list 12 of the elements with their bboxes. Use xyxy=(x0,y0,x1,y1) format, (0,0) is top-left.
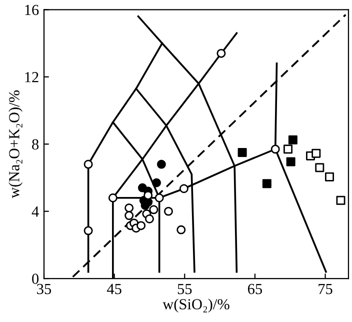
y-tick-label: 8 xyxy=(32,139,39,150)
y-axis-title: w(Na₂O+K₂O)/% xyxy=(8,90,22,198)
y-tick-label: 4 xyxy=(32,206,39,217)
y-tick-label: 16 xyxy=(25,4,39,16)
x-tick-label: 65 xyxy=(248,284,262,294)
x-tick-label: 45 xyxy=(106,284,122,294)
x-tick-label: 55 xyxy=(178,284,192,294)
x-axis-title: w(SiO₂)/% xyxy=(162,298,230,312)
y-tick-label: 12 xyxy=(25,72,38,82)
y-tick-label: 0 xyxy=(32,274,39,284)
x-tick-label: 75 xyxy=(318,284,332,294)
x-tick-label: 35 xyxy=(37,284,52,294)
